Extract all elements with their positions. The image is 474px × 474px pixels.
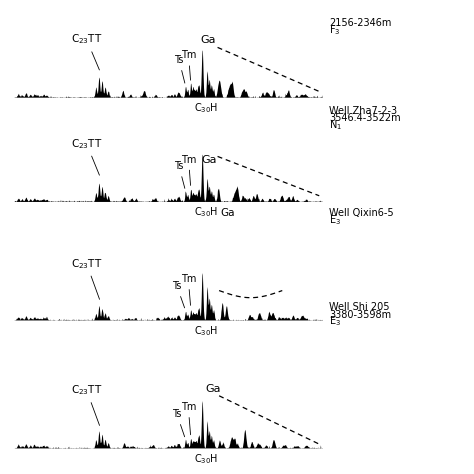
Text: Tm: Tm	[181, 155, 196, 185]
Text: C$_{30}$H: C$_{30}$H	[194, 101, 219, 115]
Text: Well Shi 205: Well Shi 205	[329, 302, 390, 312]
Text: Tm: Tm	[181, 274, 196, 305]
Text: Well Zha7-2-3: Well Zha7-2-3	[329, 106, 398, 116]
Text: C$_{23}$TT: C$_{23}$TT	[71, 137, 102, 175]
Text: C$_{23}$TT: C$_{23}$TT	[71, 257, 102, 299]
Text: C$_{23}$TT: C$_{23}$TT	[71, 383, 102, 425]
Text: F$_{3}$: F$_{3}$	[329, 23, 341, 37]
Text: Ts: Ts	[172, 281, 184, 308]
Text: C$_{30}$H: C$_{30}$H	[194, 324, 219, 338]
Text: Ts: Ts	[172, 409, 185, 437]
Text: 3546.4-3522m: 3546.4-3522m	[329, 113, 401, 123]
Text: Ga: Ga	[220, 208, 235, 218]
Text: N$_{1}$: N$_{1}$	[329, 118, 342, 132]
Text: Ga: Ga	[201, 155, 217, 164]
Text: Tm: Tm	[181, 402, 196, 435]
Text: E$_{3}$: E$_{3}$	[329, 213, 341, 227]
Text: C$_{23}$TT: C$_{23}$TT	[71, 33, 102, 70]
Text: C$_{30}$H: C$_{30}$H	[194, 206, 219, 219]
Text: Ga: Ga	[205, 384, 220, 394]
Text: Ga: Ga	[201, 35, 216, 45]
Text: E$_{3}$: E$_{3}$	[329, 315, 341, 328]
Text: Ts: Ts	[174, 55, 185, 83]
Text: Tm: Tm	[181, 50, 196, 80]
Text: Well Qixin6-5: Well Qixin6-5	[329, 208, 394, 218]
Text: C$_{30}$H: C$_{30}$H	[194, 452, 219, 466]
Text: 2156-2346m: 2156-2346m	[329, 18, 392, 28]
Text: 3380-3598m: 3380-3598m	[329, 310, 392, 319]
Text: Ts: Ts	[174, 161, 185, 188]
